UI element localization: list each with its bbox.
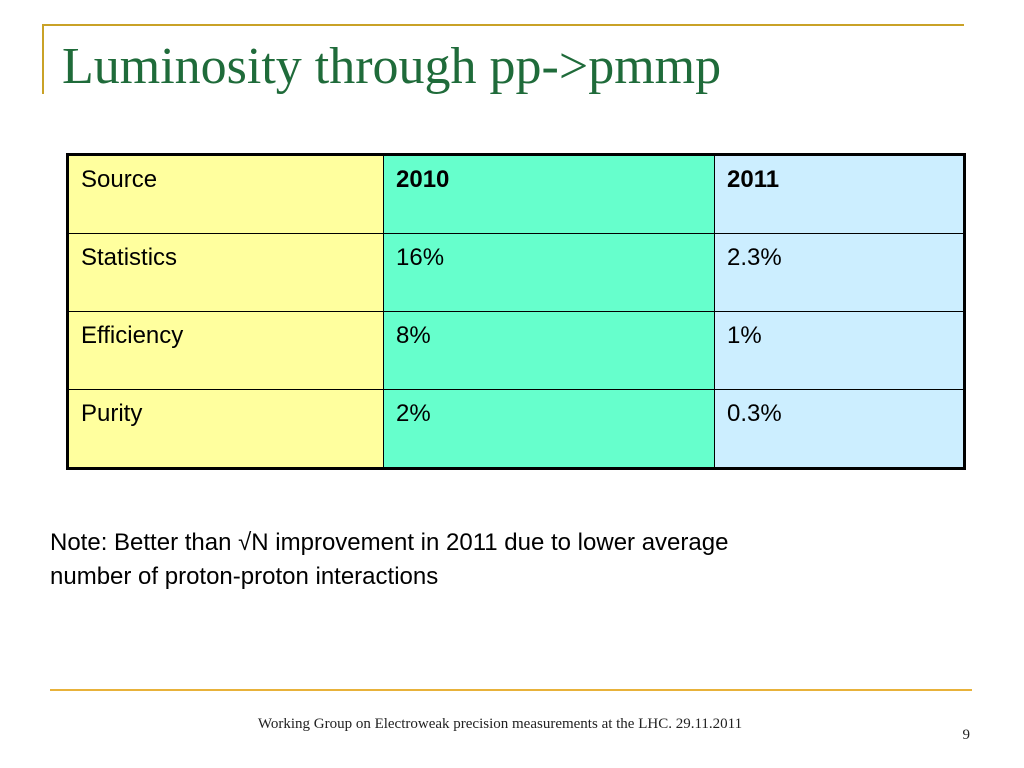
table-row: Purity 2% 0.3% <box>67 389 965 469</box>
slide-title: Luminosity through pp->pmmp <box>62 38 722 95</box>
cell-2011: 0.3% <box>714 389 965 469</box>
page-number: 9 <box>962 727 971 743</box>
header-2011: 2011 <box>714 154 965 234</box>
cell-2011: 2.3% <box>714 233 965 312</box>
note-line-2: number of proton-proton interactions <box>50 563 439 590</box>
cell-2010: 8% <box>383 311 715 390</box>
cell-2010: 16% <box>383 233 715 312</box>
frame-top-rule <box>42 24 964 26</box>
footer-text: Working Group on Electroweak precision m… <box>257 716 743 732</box>
header-source: Source <box>67 154 384 234</box>
table-header-row: Source 2010 2011 <box>67 154 965 234</box>
footer-rule <box>50 689 972 691</box>
note-text: Note: Better than √N improvement in 2011… <box>50 526 950 594</box>
header-2010: 2010 <box>383 154 715 234</box>
frame-left-rule <box>42 24 44 94</box>
cell-source: Efficiency <box>67 311 384 390</box>
cell-source: Purity <box>67 389 384 469</box>
note-line-1: Note: Better than √N improvement in 2011… <box>50 529 729 556</box>
cell-source: Statistics <box>67 233 384 312</box>
table-row: Statistics 16% 2.3% <box>67 233 965 312</box>
cell-2011: 1% <box>714 311 965 390</box>
cell-2010: 2% <box>383 389 715 469</box>
uncertainty-table: Source 2010 2011 Statistics 16% 2.3% Eff… <box>66 153 966 470</box>
table-row: Efficiency 8% 1% <box>67 311 965 390</box>
